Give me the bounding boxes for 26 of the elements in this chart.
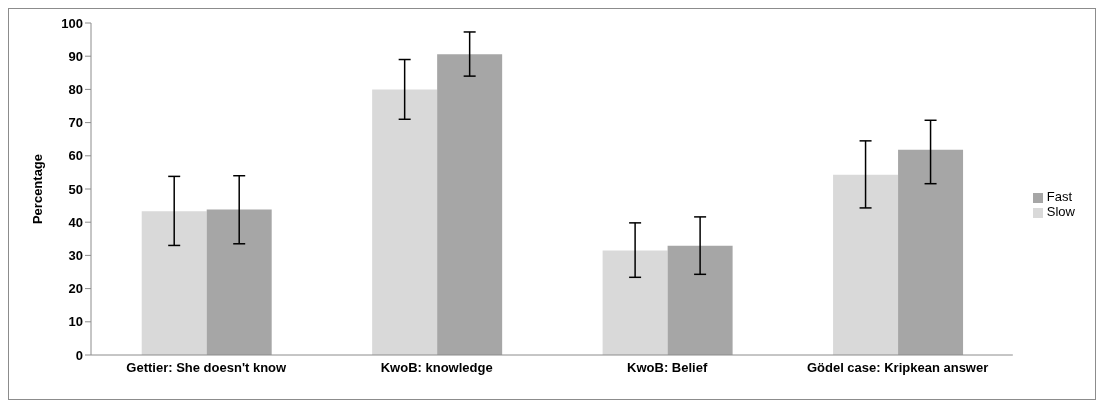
y-tick-label: 30 [68,248,83,264]
bar [206,209,272,355]
legend-label: Slow [1046,204,1075,219]
y-tick-label: 20 [68,281,83,297]
bar [667,245,733,355]
x-tick-label: Gödel case: Kripkean answer [806,360,989,376]
y-tick-label: 80 [68,82,83,98]
y-tick-label: 100 [61,15,83,31]
y-tick-label: 10 [68,314,83,330]
bar [437,54,503,355]
y-tick-label: 70 [68,115,83,131]
y-tick-label: 90 [68,48,83,64]
bar [602,250,668,355]
y-axis-title: Percentage [29,153,45,225]
x-tick-label: Gettier: She doesn't know [126,360,288,376]
y-tick-label: 40 [68,214,83,230]
x-tick-label: KwoB: Belief [627,360,708,376]
y-tick-label: 50 [68,181,83,197]
bar [833,174,899,355]
y-tick-label: 60 [68,148,83,164]
bar [898,149,964,355]
bar [141,211,207,355]
legend-label: Fast [1046,189,1073,204]
x-tick-label: KwoB: knowledge [380,360,493,376]
y-tick-label: 0 [75,347,83,363]
bar [372,89,438,355]
